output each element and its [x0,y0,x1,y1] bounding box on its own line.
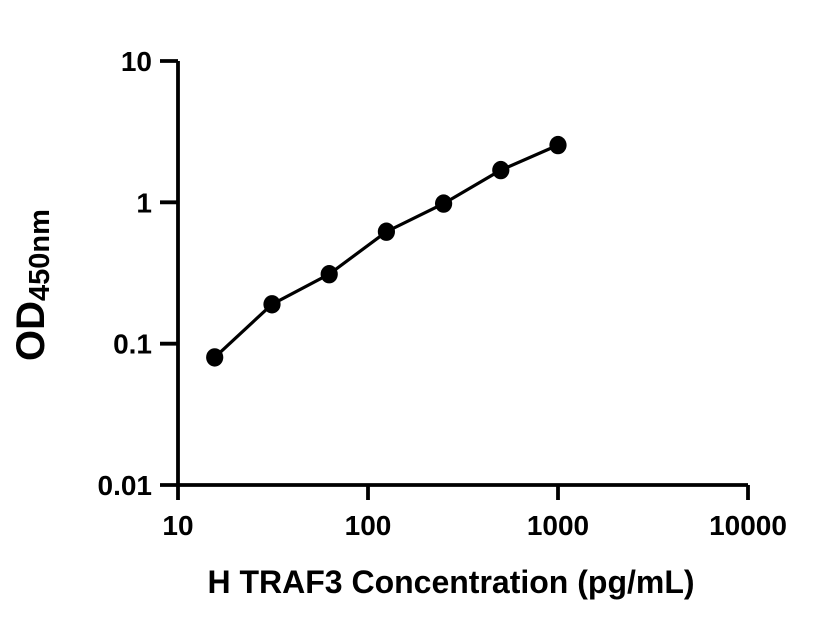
axes-frame [176,61,748,487]
data-point [377,222,395,241]
data-point [320,265,338,284]
data-point [206,348,224,367]
data-point [549,135,567,155]
data-point [263,295,281,314]
x-tick-label: 100 [345,510,392,541]
x-axis-title: H TRAF3 Concentration (pg/mL) [207,564,695,600]
x-tick-label: 1000 [527,510,589,541]
y-axis-title: OD450nm [7,155,56,415]
y-axis-title-main: OD [9,300,53,361]
y-axis-title-subscript: 450nm [24,209,56,301]
data-point [492,160,510,180]
x-tick-label: 10000 [709,510,787,541]
y-tick-label: 1 [136,187,152,218]
y-tick-label: 0.01 [98,470,153,501]
data-point [435,194,453,213]
y-tick-label: 10 [121,46,152,77]
y-tick-label: 0.1 [113,329,152,360]
x-tick-label: 10 [162,510,193,541]
